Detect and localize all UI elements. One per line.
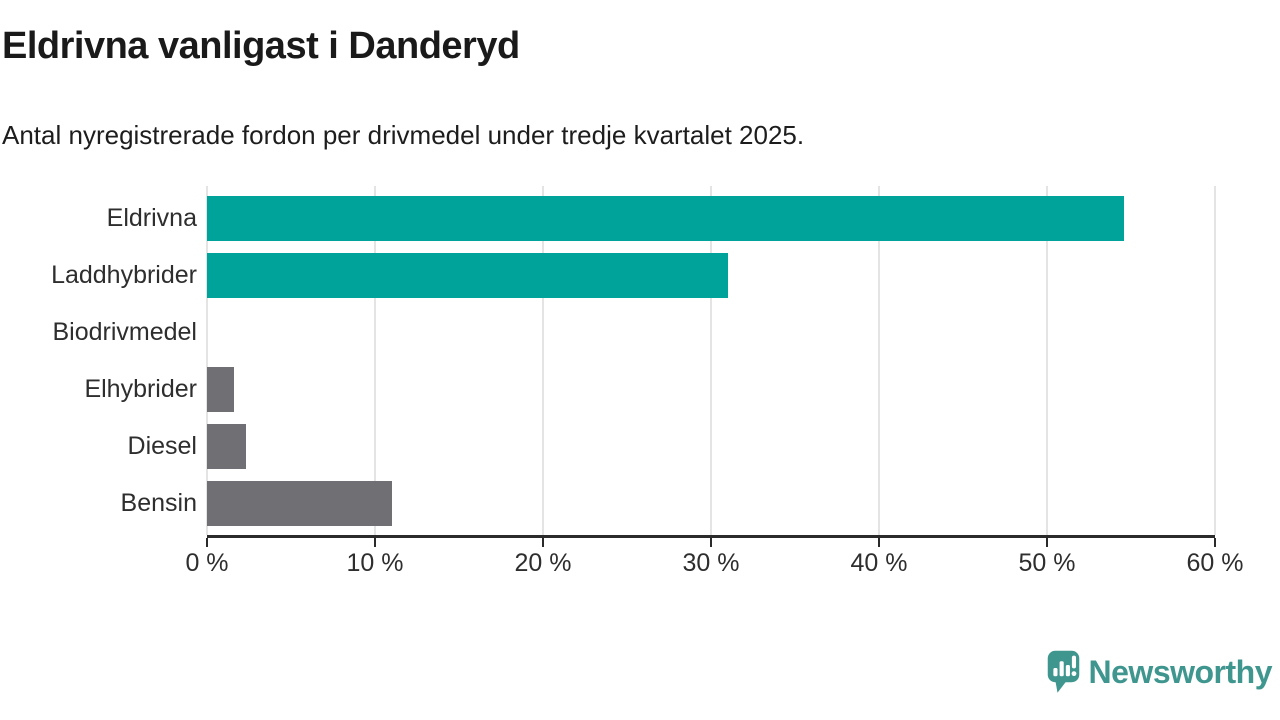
axis-tick bbox=[710, 538, 712, 547]
gridline bbox=[710, 186, 712, 535]
axis-tick bbox=[206, 538, 208, 547]
x-tick-label: 0 % bbox=[185, 549, 229, 577]
page-title: Eldrivna vanligast i Danderyd bbox=[2, 25, 520, 67]
x-tick-label: 50 % bbox=[1018, 549, 1076, 577]
x-tick-label: 40 % bbox=[850, 549, 908, 577]
bar-elhybrider bbox=[207, 367, 234, 412]
plot-area: Eldrivna Laddhybrider Biodrivmedel Elhybrid… bbox=[51, 186, 1216, 538]
gridline bbox=[374, 186, 376, 535]
y-axis-label-biodrivmedel: Biodrivmedel bbox=[52, 318, 197, 346]
bar-eldrivna bbox=[207, 196, 1125, 241]
axis-tick bbox=[542, 538, 544, 547]
axis-tick bbox=[878, 538, 880, 547]
newsworthy-logo-icon bbox=[1047, 650, 1079, 693]
gridline bbox=[878, 186, 880, 535]
y-axis-label-eldrivna: Eldrivna bbox=[106, 204, 197, 232]
axis-tick bbox=[1046, 538, 1048, 547]
y-axis-label-bensin: Bensin bbox=[120, 489, 197, 517]
gridline bbox=[1046, 186, 1048, 535]
page-subtitle: Antal nyregistrerade fordon per drivmede… bbox=[2, 120, 805, 150]
x-tick-label: 20 % bbox=[514, 549, 572, 577]
y-axis-label-diesel: Diesel bbox=[127, 432, 197, 460]
gridline bbox=[1214, 186, 1216, 535]
bar-bensin bbox=[207, 481, 392, 526]
bar-diesel bbox=[207, 424, 246, 469]
bar-chart: Eldrivna Laddhybrider Biodrivmedel Elhybrid… bbox=[51, 186, 1244, 577]
y-axis-label-elhybrider: Elhybrider bbox=[84, 375, 197, 403]
x-tick-label: 30 % bbox=[682, 549, 740, 577]
x-tick-label: 60 % bbox=[1186, 549, 1244, 577]
brand-name: Newsworthy bbox=[1088, 654, 1273, 690]
bar-laddhybrider bbox=[207, 253, 728, 298]
x-tick-label: 10 % bbox=[346, 549, 404, 577]
axis-tick bbox=[1214, 538, 1216, 547]
gridline bbox=[206, 186, 208, 535]
y-axis-label-laddhybrider: Laddhybrider bbox=[51, 261, 197, 289]
brand-logo: Newsworthy bbox=[1047, 650, 1273, 695]
gridline bbox=[542, 186, 544, 535]
axis-tick bbox=[374, 538, 376, 547]
